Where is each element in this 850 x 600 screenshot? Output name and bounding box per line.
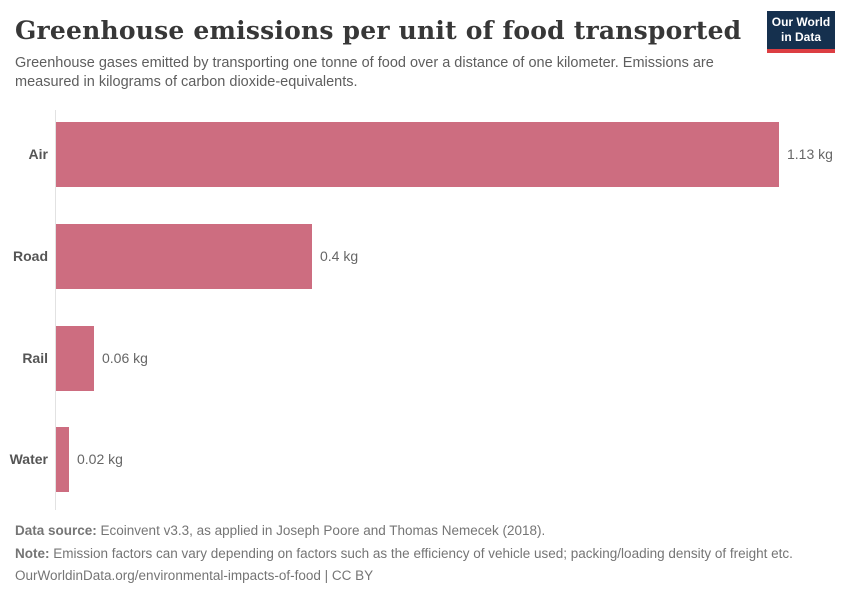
note-label: Note: xyxy=(15,545,50,561)
bar[interactable] xyxy=(56,326,94,391)
bar-row: Air 1.13 kg xyxy=(0,122,850,187)
bar-category-label: Air xyxy=(28,146,48,162)
bar-row: Road 0.4 kg xyxy=(0,224,850,289)
credit-line: OurWorldinData.org/environmental-impacts… xyxy=(15,565,835,588)
data-source-label: Data source: xyxy=(15,523,97,538)
bar-category-label: Rail xyxy=(22,350,48,366)
bar-category-label: Water xyxy=(9,451,48,467)
data-source-text: Ecoinvent v3.3, as applied in Joseph Poo… xyxy=(96,523,546,538)
license-text: | CC BY xyxy=(320,568,374,583)
bar[interactable] xyxy=(56,224,312,289)
owid-logo-line2: in Data xyxy=(780,30,821,44)
bar-value-label: 0.4 kg xyxy=(320,248,359,264)
note-text: Emission factors can vary depending on f… xyxy=(49,545,793,561)
bar[interactable] xyxy=(56,122,779,187)
note-line: Note: Emission factors can vary dependin… xyxy=(15,543,835,566)
bar-value-label: 1.13 kg xyxy=(787,146,833,162)
bar[interactable] xyxy=(56,427,69,492)
url-link[interactable]: OurWorldinData.org/environmental-impacts… xyxy=(15,568,321,583)
bar-category-label: Road xyxy=(13,248,48,264)
chart-title: Greenhouse emissions per unit of food tr… xyxy=(15,16,742,45)
footer: Data source: Ecoinvent v3.3, as applied … xyxy=(15,520,835,588)
bar-row: Rail 0.06 kg xyxy=(0,326,850,391)
bar-chart: Air 1.13 kg Road 0.4 kg Rail 0.06 kg Water 0.02… xyxy=(0,110,850,510)
bar-value-label: 0.06 kg xyxy=(102,350,148,366)
bar-value-label: 0.02 kg xyxy=(77,451,123,467)
data-source-line: Data source: Ecoinvent v3.3, as applied … xyxy=(15,520,835,543)
owid-logo[interactable]: Our World in Data xyxy=(767,11,835,53)
chart-subtitle: Greenhouse gases emitted by transporting… xyxy=(15,55,714,90)
y-axis-line xyxy=(55,110,56,510)
owid-logo-line1: Our World xyxy=(771,15,831,29)
bar-row: Water 0.02 kg xyxy=(0,427,850,492)
